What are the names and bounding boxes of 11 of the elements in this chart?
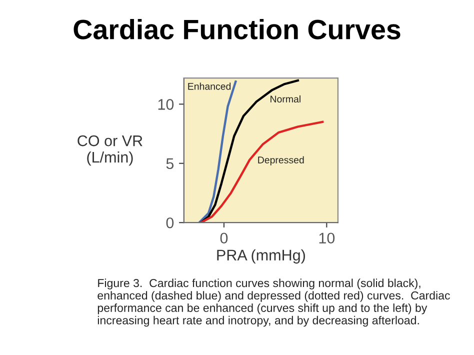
line-series [200, 120, 324, 223]
series-label: Depressed [258, 156, 304, 166]
y-tick-label: 0 [166, 217, 174, 228]
series-label: Enhanced [188, 82, 231, 90]
chart-title: Cardiac Function Curves [74, 19, 400, 40]
x-axis-title: PRA (mmHg) [217, 249, 305, 264]
y-tick-label: 5 [166, 158, 174, 170]
y-axis-title: CO or VR (L/min) [78, 135, 142, 166]
series-label: Normal [270, 95, 300, 103]
caption: Figure 3. Cardiac function curves showing normal (solid black), enhanced (dashed blue) and depressed (dotted red) curves. Cardiac performance can be enhanced (curves shift up and to the left) by increasing heart rate and inotropy, and by decreasing afterload. [98, 278, 450, 327]
y-tick-label: 10 [158, 99, 174, 110]
